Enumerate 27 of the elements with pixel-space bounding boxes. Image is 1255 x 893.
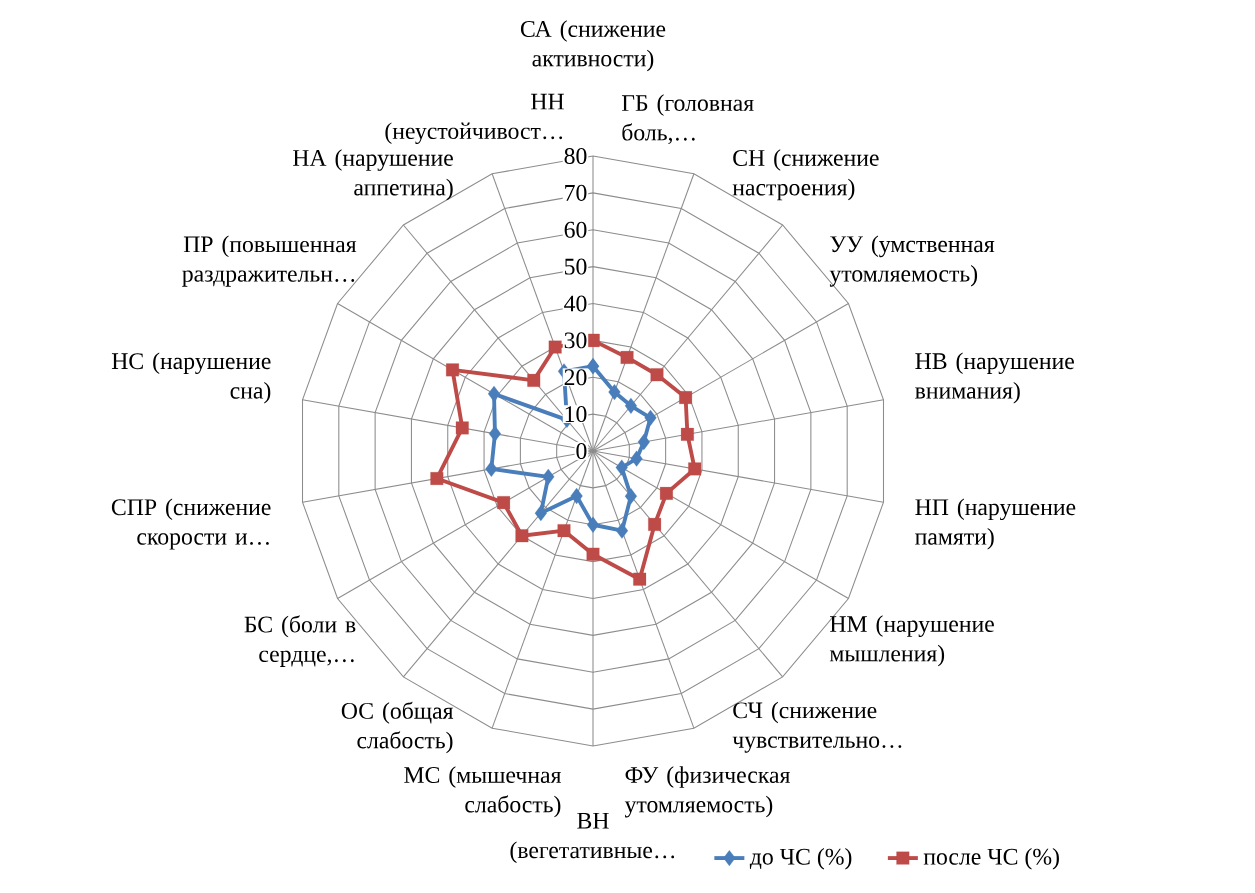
y-tick-label: 60 (564, 221, 587, 238)
spoke-label: МС (мышечная слабость) (404, 766, 562, 818)
spoke-label: БС (боли в сердце,… (244, 615, 356, 667)
y-tick-label: 80 (564, 147, 587, 165)
spoke-label: НВ (нарушение внимания) (915, 352, 1074, 404)
legend-label: после ЧС (%) (923, 848, 1059, 870)
spoke-label: ПР (повышенная раздражительн… (182, 235, 357, 287)
spoke-label: НА (нарушение аппетина) (293, 149, 453, 201)
spoke-label: УУ (умственная утомляемость) (829, 235, 995, 287)
spoke-label: НП (нарушение памяти) (915, 498, 1076, 550)
y-tick-label: 0 (576, 442, 587, 459)
y-tick-label: 10 (565, 406, 587, 423)
spoke-label: СА (снижение активности) (520, 20, 666, 72)
y-tick-label: 20 (564, 369, 587, 386)
spoke-label: НМ (нарушение мышления) (829, 615, 994, 667)
spoke-label: СПР (снижение скорости и… (111, 498, 271, 550)
y-tick-label: 40 (564, 295, 587, 312)
spoke-label: НС (нарушение сна) (111, 352, 271, 404)
legend-label: до ЧС (%) (749, 848, 852, 870)
y-tick-label: 70 (565, 184, 587, 201)
y-tick-label: 30 (564, 332, 587, 349)
y-tick-label: 50 (565, 258, 587, 275)
spoke-label: СН (снижение настроения) (732, 149, 879, 201)
spoke-label: ГБ (головная боль,… (621, 94, 754, 144)
spoke-label: СЧ (снижение чувствительно… (732, 701, 902, 753)
spoke-label: ОС (общая слабость) (341, 701, 454, 754)
spoke-label: НН (неустойчивост… (385, 93, 564, 144)
